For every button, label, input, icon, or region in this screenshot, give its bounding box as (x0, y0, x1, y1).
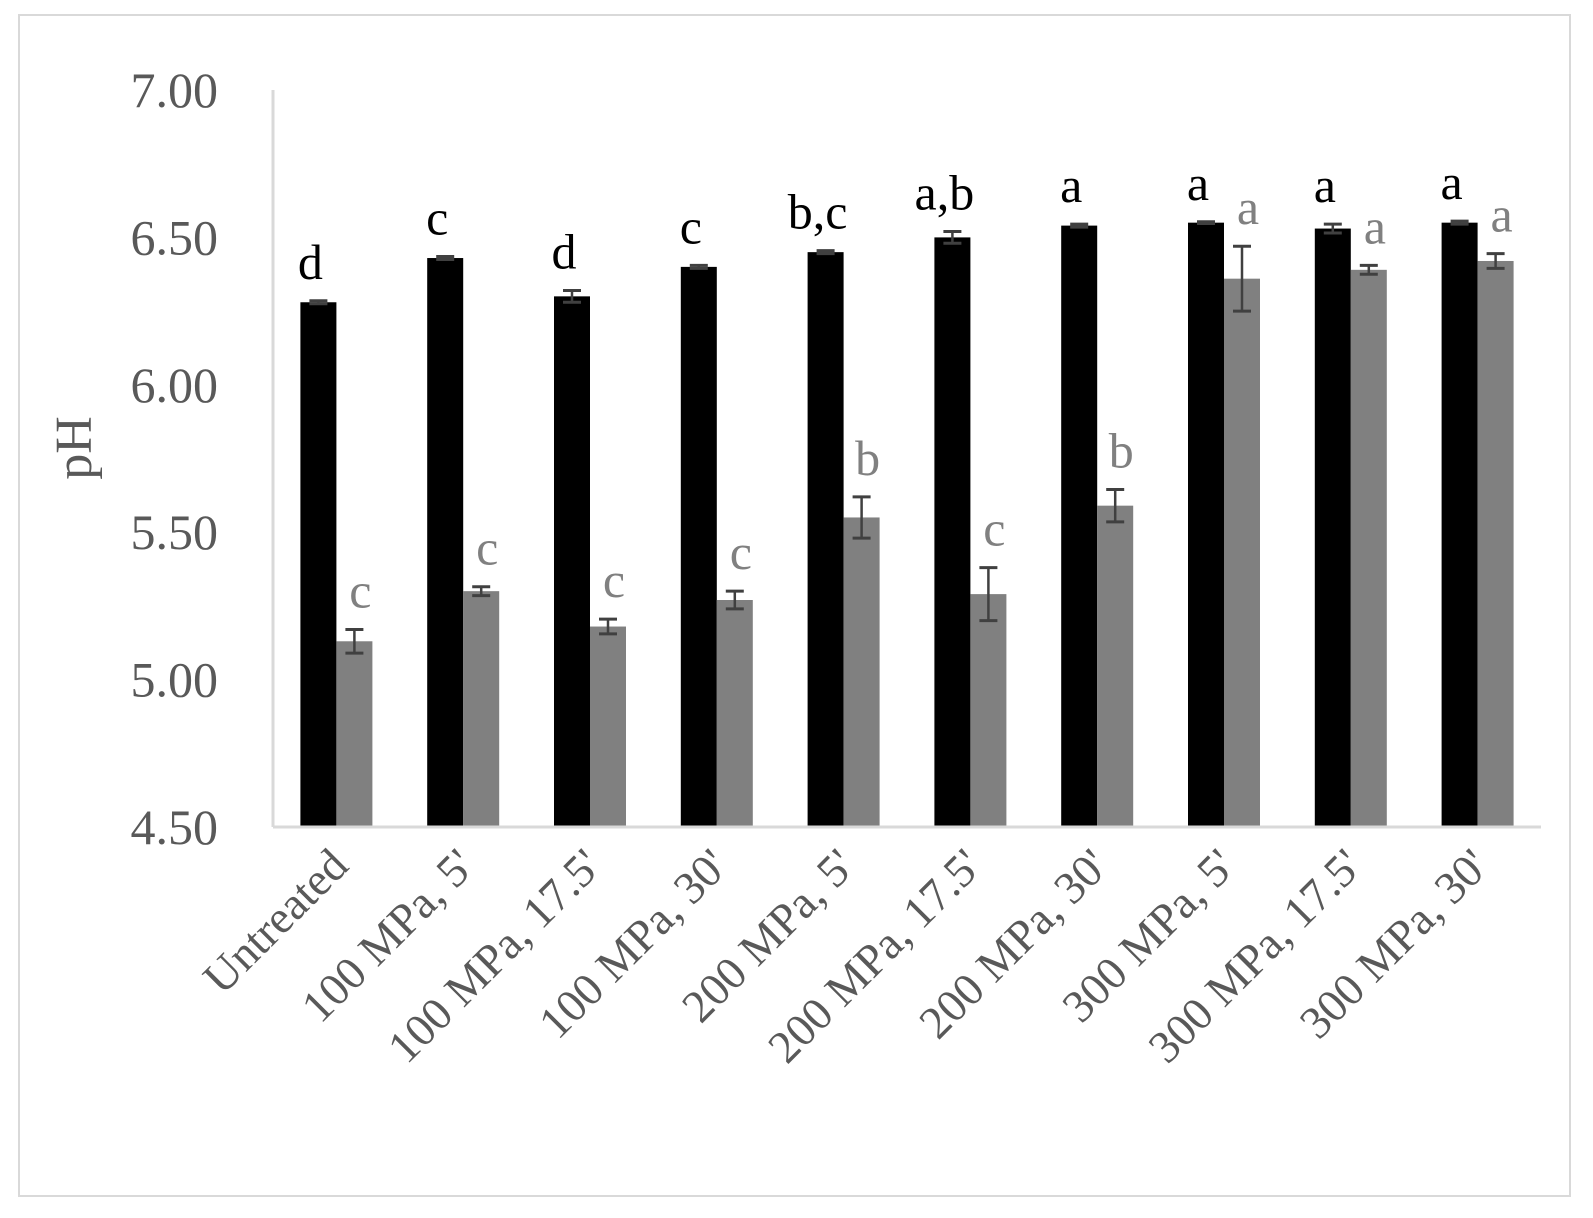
bar (1350, 269, 1387, 827)
significance-label: c (730, 524, 752, 580)
bar (843, 517, 880, 827)
bar (1224, 278, 1260, 827)
bar (590, 626, 626, 827)
y-tick-label: 5.00 (131, 652, 219, 708)
bar (680, 266, 717, 827)
bar (1314, 228, 1351, 827)
bar (336, 641, 373, 827)
bar (970, 594, 1007, 827)
bar (1188, 222, 1224, 827)
significance-label: d (298, 234, 323, 290)
y-tick-label: 6.50 (131, 209, 219, 265)
bar (716, 600, 753, 827)
significance-label: a,b (915, 165, 975, 221)
significance-label: b (1109, 422, 1134, 478)
bar (934, 237, 971, 827)
chart-frame (18, 14, 1571, 1197)
significance-label: c (983, 501, 1005, 557)
significance-label: a (1237, 179, 1259, 235)
bar (300, 302, 337, 828)
bar (1097, 505, 1134, 827)
significance-label: c (680, 198, 702, 254)
bar (427, 258, 464, 827)
y-tick-label: 5.50 (131, 504, 219, 560)
y-axis-label: pH (46, 416, 103, 480)
significance-label: b (855, 430, 880, 486)
significance-label: a (1364, 198, 1386, 254)
y-tick-label: 7.00 (131, 62, 219, 118)
significance-label: a (1440, 154, 1462, 210)
significance-label: a (1490, 187, 1512, 243)
significance-label: a (1314, 157, 1336, 213)
significance-label: c (476, 520, 498, 576)
significance-label: a (1187, 155, 1209, 211)
bar (1477, 260, 1514, 827)
bar (463, 591, 500, 827)
bar (554, 296, 590, 827)
bar (1061, 225, 1098, 827)
significance-label: b,c (788, 184, 848, 240)
significance-label: a (1060, 157, 1082, 213)
y-tick-label: 6.00 (131, 357, 219, 413)
y-tick-label: 4.50 (131, 799, 219, 855)
bar (807, 252, 844, 827)
significance-label: c (349, 562, 371, 618)
significance-label: d (552, 223, 577, 279)
significance-label: c (603, 552, 625, 608)
significance-label: c (426, 190, 448, 246)
bar (1441, 222, 1478, 827)
